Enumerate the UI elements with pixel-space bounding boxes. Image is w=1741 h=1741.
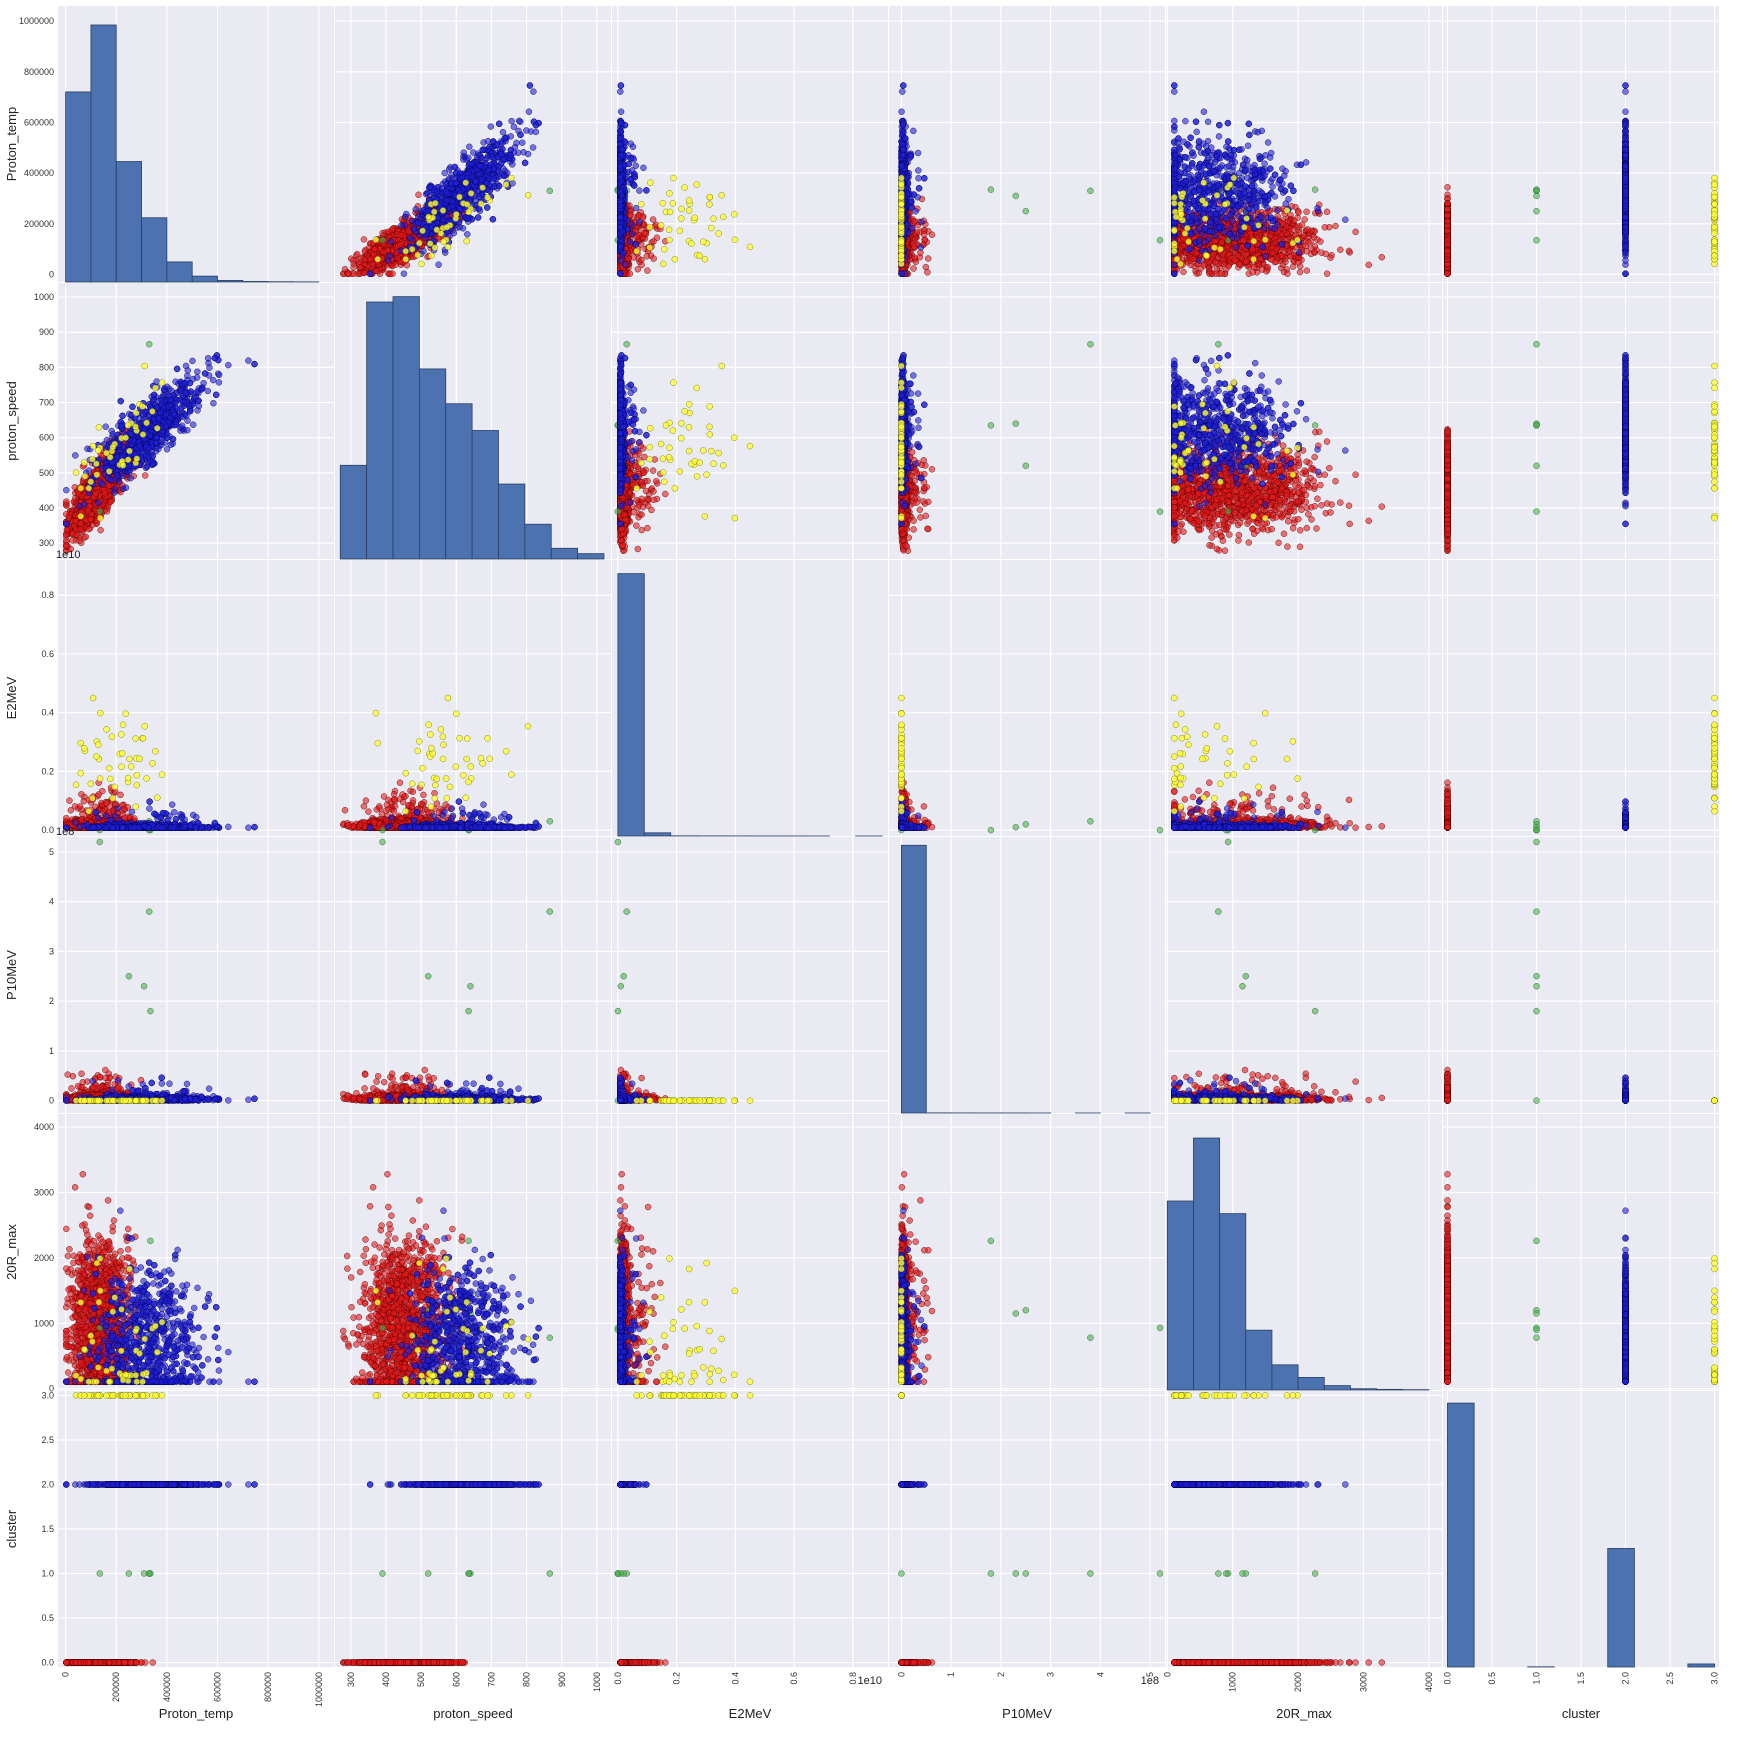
histogram-bar — [142, 218, 167, 282]
histogram-bar — [167, 262, 192, 282]
scatter-point-cluster-0 — [361, 236, 367, 242]
panel-Proton_temp-vs-proton_speed — [335, 6, 611, 282]
histogram-bar — [218, 280, 243, 282]
panel-Proton_temp-vs-Proton_temp — [58, 6, 334, 282]
scatter-point-cluster-0 — [416, 192, 422, 198]
histogram-bar — [116, 162, 141, 282]
histogram-bar — [66, 92, 91, 282]
panels-layer — [58, 6, 1719, 1667]
histogram-bar — [91, 25, 116, 282]
histogram-bar — [243, 281, 268, 282]
histogram-bar — [192, 276, 217, 282]
